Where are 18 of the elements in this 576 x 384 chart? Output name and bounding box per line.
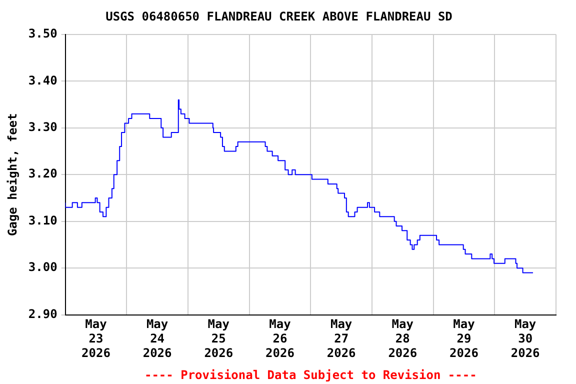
y-axis-title: Gage height, feet [5,113,20,236]
y-tick-label: 3.30 [28,120,58,134]
x-tick-label: May 23 2026 [82,317,110,360]
y-tick-label: 3.50 [28,26,58,41]
x-tick-label: May 29 2026 [450,317,478,360]
x-tick-label: May 28 2026 [388,317,418,360]
y-tick-label: 3.10 [28,213,58,228]
chart-title: USGS 06480650 FLANDREAU CREEK ABOVE FLANDREAU SD [106,9,452,24]
y-tick-label: 3.00 [28,260,58,274]
x-tick-label: May 30 2026 [510,317,540,360]
x-tick-label: May 25 2026 [204,317,234,360]
y-tick-label: 2.90 [28,306,58,321]
y-tick-label: 3.20 [28,166,58,181]
text: ---- Provisional Data Subject to Revision ---- [144,368,477,382]
x-tick-label: May 26 2026 [266,317,294,360]
y-tick-label: 3.40 [28,73,58,88]
x-tick-label: May 27 2026 [326,317,356,360]
x-tick-label: May 24 2026 [142,317,172,360]
